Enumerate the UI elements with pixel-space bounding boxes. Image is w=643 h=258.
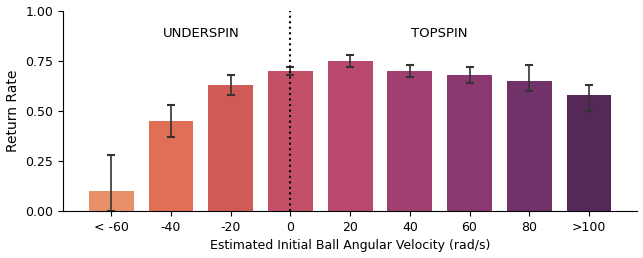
Text: UNDERSPIN: UNDERSPIN	[163, 27, 239, 40]
Bar	[507, 81, 552, 211]
Y-axis label: Return Rate: Return Rate	[6, 70, 19, 152]
Bar	[149, 121, 194, 211]
Bar	[328, 61, 372, 211]
Bar	[566, 95, 611, 211]
Bar	[388, 71, 432, 211]
Bar	[447, 75, 492, 211]
Bar	[89, 191, 134, 211]
X-axis label: Estimated Initial Ball Angular Velocity (rad/s): Estimated Initial Ball Angular Velocity …	[210, 239, 491, 252]
Text: TOPSPIN: TOPSPIN	[412, 27, 468, 40]
Bar	[208, 85, 253, 211]
Bar	[268, 71, 313, 211]
